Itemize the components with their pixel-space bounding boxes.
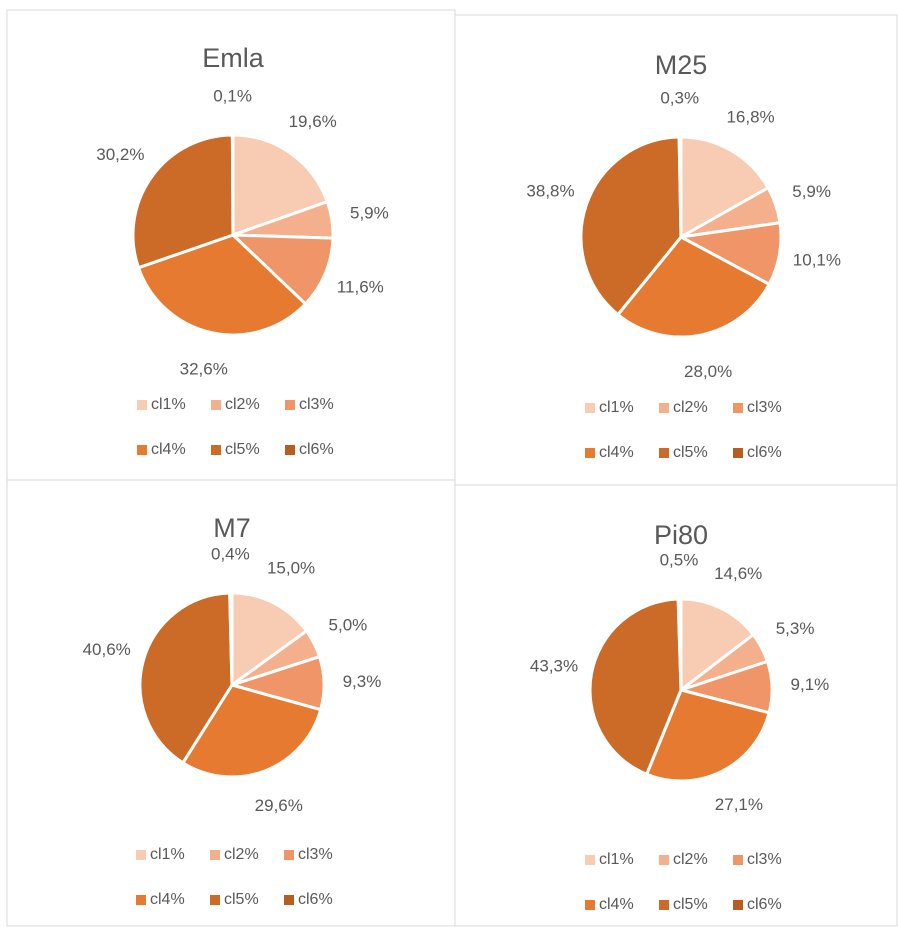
legend-label: cl6% <box>747 444 782 461</box>
legend-swatch <box>136 895 146 905</box>
legend-label: cl6% <box>299 441 334 458</box>
pie-slice <box>138 591 234 765</box>
chart-title: M25 <box>655 50 708 80</box>
legend-swatch <box>211 445 221 455</box>
legend-label: cl5% <box>225 441 260 458</box>
data-label: 9,1% <box>791 675 830 694</box>
data-label: 28,0% <box>684 362 732 381</box>
legend-swatch <box>733 855 743 865</box>
data-label: 15,0% <box>267 559 315 578</box>
legend-swatch <box>210 850 220 860</box>
legend-label: cl1% <box>151 396 186 413</box>
data-label: 9,3% <box>343 672 382 691</box>
legend-swatch <box>210 895 220 905</box>
legend-swatch <box>136 850 146 860</box>
legend-swatch <box>585 403 595 413</box>
legend-label: cl4% <box>599 444 634 461</box>
data-label: 10,1% <box>793 250 841 269</box>
pie-slice <box>230 591 309 688</box>
legend-swatch <box>659 403 669 413</box>
legend-label: cl3% <box>299 396 334 413</box>
data-label: 0,1% <box>213 86 252 105</box>
legend-label: cl5% <box>673 444 708 461</box>
legend-label: cl2% <box>224 846 259 863</box>
pie-slice <box>228 591 234 686</box>
data-label: 27,1% <box>715 795 763 814</box>
pie-slice <box>676 597 683 691</box>
data-label: 16,8% <box>726 107 774 126</box>
legend-label: cl2% <box>673 851 708 868</box>
data-label: 14,6% <box>714 564 762 583</box>
panel <box>454 484 898 927</box>
data-label: 5,0% <box>329 616 368 635</box>
legend-label: cl4% <box>151 441 186 458</box>
data-label: 0,5% <box>660 551 699 570</box>
pie-slice <box>679 597 756 694</box>
legend-swatch <box>284 895 294 905</box>
data-label: 11,6% <box>337 278 384 297</box>
pie-slice <box>588 597 683 777</box>
data-label: 29,6% <box>255 796 303 815</box>
legend-label: cl1% <box>599 399 634 416</box>
legend-label: cl4% <box>599 896 634 913</box>
legend-swatch <box>733 900 743 910</box>
data-label: 40,6% <box>83 640 131 659</box>
pie-slice <box>230 133 235 236</box>
chart-title: M7 <box>213 513 251 543</box>
legend-swatch <box>585 900 595 910</box>
legend-swatch <box>585 448 595 458</box>
legend-swatch <box>285 400 295 410</box>
pie-slice <box>644 688 771 783</box>
pie-slice <box>615 235 772 339</box>
data-label: 30,2% <box>96 145 144 164</box>
legend-swatch <box>137 400 147 410</box>
legend-swatch <box>284 850 294 860</box>
data-label: 5,9% <box>350 203 389 222</box>
legend-label: cl1% <box>599 851 634 868</box>
legend-label: cl4% <box>150 891 185 908</box>
chart-title: Emla <box>202 43 264 73</box>
data-label: 32,6% <box>180 359 228 378</box>
legend-label: cl3% <box>747 399 782 416</box>
pie-slice <box>579 135 683 317</box>
legend-swatch <box>585 855 595 865</box>
data-label: 19,6% <box>289 112 337 131</box>
data-label: 5,9% <box>792 182 831 201</box>
legend-label: cl5% <box>673 896 708 913</box>
legend-swatch <box>285 445 295 455</box>
legend-label: cl3% <box>747 851 782 868</box>
legend-swatch <box>659 448 669 458</box>
legend-label: cl2% <box>225 396 260 413</box>
legend-label: cl3% <box>298 846 333 863</box>
data-label: 43,3% <box>530 657 578 676</box>
pie-slice <box>180 683 323 779</box>
pie-slice <box>131 133 235 270</box>
legend-label: cl6% <box>298 891 333 908</box>
legend-label: cl2% <box>673 399 708 416</box>
pie-slice <box>136 233 308 337</box>
data-label: 38,8% <box>526 182 574 201</box>
chart-title: Pi80 <box>654 520 708 550</box>
legend-label: cl6% <box>747 896 782 913</box>
legend-swatch <box>659 900 669 910</box>
legend-label: cl5% <box>224 891 259 908</box>
pie-slice <box>679 135 771 240</box>
legend-swatch <box>733 448 743 458</box>
legend-swatch <box>733 403 743 413</box>
data-label: 5,3% <box>776 619 815 638</box>
data-label: 0,3% <box>660 88 699 107</box>
pie-slice <box>677 135 683 238</box>
legend-swatch <box>659 855 669 865</box>
legend-swatch <box>137 445 147 455</box>
legend-label: cl1% <box>150 846 185 863</box>
data-label: 0,4% <box>211 544 250 563</box>
legend-swatch <box>211 400 221 410</box>
